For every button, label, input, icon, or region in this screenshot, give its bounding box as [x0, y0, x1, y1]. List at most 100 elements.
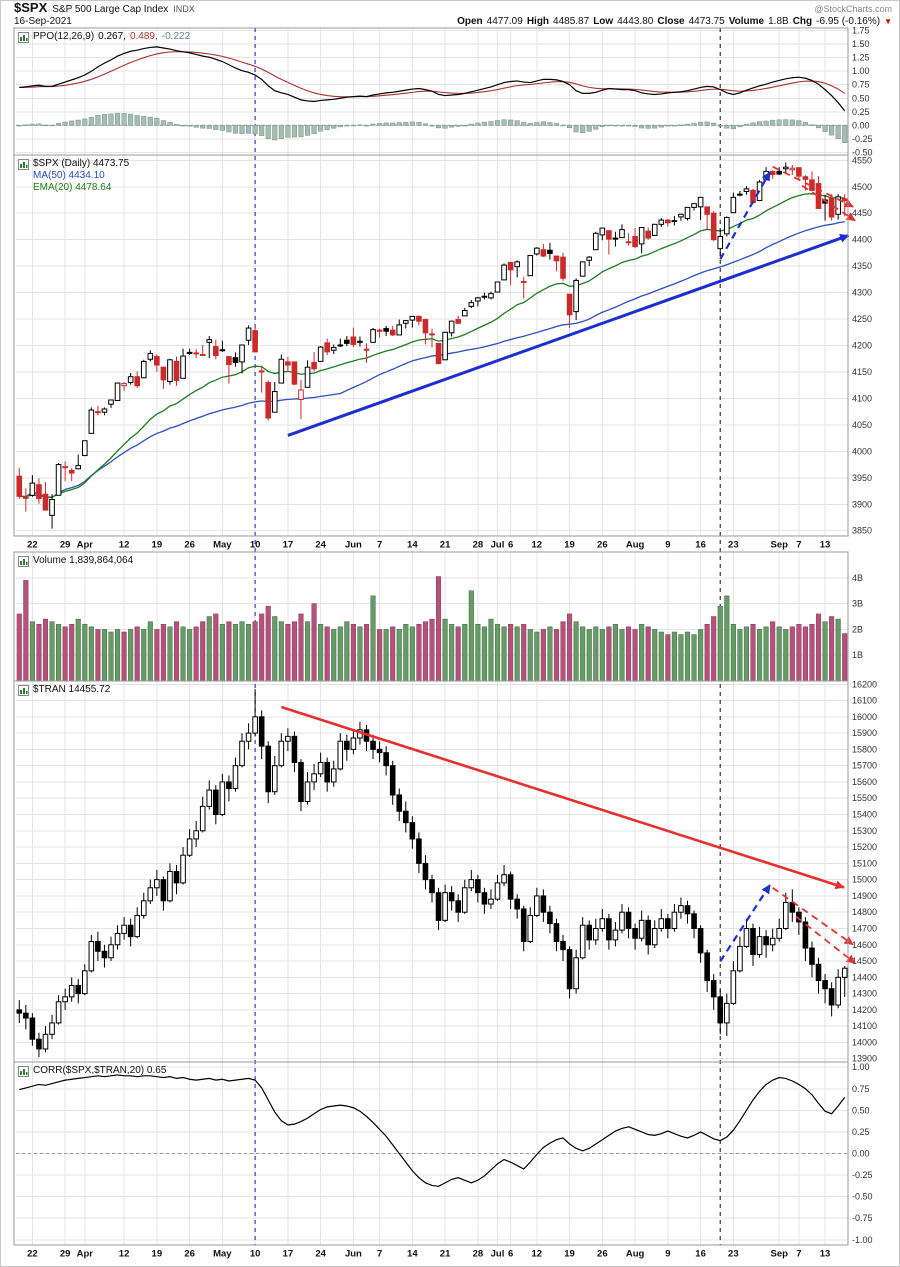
- svg-text:1.50: 1.50: [852, 39, 870, 49]
- svg-text:17: 17: [283, 540, 294, 551]
- svg-text:14700: 14700: [852, 923, 877, 933]
- svg-text:1.75: 1.75: [852, 26, 870, 36]
- exchange-label: INDX: [173, 4, 195, 14]
- svg-text:0.50: 0.50: [852, 1105, 870, 1115]
- svg-text:-0.25: -0.25: [852, 134, 873, 144]
- svg-text:3850: 3850: [852, 526, 872, 536]
- svg-text:-0.50: -0.50: [852, 1192, 873, 1202]
- svg-text:Apr: Apr: [77, 1249, 94, 1260]
- svg-text:14600: 14600: [852, 940, 877, 950]
- svg-text:16200: 16200: [852, 679, 877, 689]
- svg-text:15400: 15400: [852, 810, 877, 820]
- svg-text:12: 12: [532, 540, 543, 551]
- svg-text:4550: 4550: [852, 155, 872, 165]
- close-label: Close: [657, 16, 685, 27]
- svg-text:14: 14: [407, 540, 418, 551]
- svg-text:23: 23: [728, 1249, 739, 1260]
- svg-text:9: 9: [665, 540, 670, 551]
- price-panel-legend: $SPX (Daily) 4473.75 MA(50) 4434.10 EMA(…: [18, 158, 129, 194]
- tran-legend-label: $TRAN 14455.72: [33, 684, 111, 695]
- svg-text:7: 7: [377, 540, 382, 551]
- svg-text:15700: 15700: [852, 761, 877, 771]
- svg-text:3B: 3B: [852, 599, 863, 609]
- svg-text:1.25: 1.25: [852, 53, 870, 63]
- spx-legend-label: $SPX (Daily) 4473.75: [33, 158, 130, 169]
- svg-text:16: 16: [695, 540, 706, 551]
- svg-text:Jun: Jun: [345, 540, 362, 551]
- svg-text:15500: 15500: [852, 793, 877, 803]
- svg-text:0.00: 0.00: [852, 1149, 870, 1159]
- high-value: 4485.87: [553, 16, 590, 27]
- svg-text:14000: 14000: [852, 1037, 877, 1047]
- index-name-label: S&P 500 Large Cap Index: [52, 4, 169, 15]
- svg-text:3900: 3900: [852, 499, 872, 509]
- svg-text:Aug: Aug: [626, 540, 645, 551]
- svg-text:12: 12: [119, 540, 130, 551]
- svg-text:Sep: Sep: [770, 540, 788, 551]
- svg-text:15900: 15900: [852, 728, 877, 738]
- svg-text:4000: 4000: [852, 446, 872, 456]
- symbol-label: $SPX: [14, 0, 48, 15]
- svg-text:0.25: 0.25: [852, 107, 870, 117]
- svg-text:May: May: [213, 540, 232, 551]
- svg-text:29: 29: [60, 1249, 71, 1260]
- svg-text:13: 13: [820, 1249, 831, 1260]
- svg-text:19: 19: [564, 540, 575, 551]
- corr-legend-label: CORR($SPX,$TRAN,20) 0.65: [33, 1065, 167, 1076]
- svg-text:4200: 4200: [852, 341, 872, 351]
- svg-text:16100: 16100: [852, 696, 877, 706]
- svg-text:17: 17: [283, 1249, 294, 1260]
- chg-value: -6.95 (-0.16%): [816, 16, 881, 27]
- svg-text:14900: 14900: [852, 891, 877, 901]
- ppo-value: 0.267,: [98, 31, 126, 42]
- svg-text:6: 6: [508, 540, 513, 551]
- svg-text:28: 28: [473, 540, 484, 551]
- svg-text:2B: 2B: [852, 624, 863, 634]
- chart-date: 16-Sep-2021: [14, 16, 72, 27]
- ema20-legend-label: EMA(20) 4478.64: [33, 182, 112, 193]
- tran-panel-legend: $TRAN 14455.72: [18, 684, 110, 696]
- panel-chart-icon: [18, 1065, 29, 1077]
- svg-text:4100: 4100: [852, 393, 872, 403]
- svg-text:14500: 14500: [852, 956, 877, 966]
- svg-text:4300: 4300: [852, 288, 872, 298]
- svg-text:15000: 15000: [852, 875, 877, 885]
- svg-text:4050: 4050: [852, 420, 872, 430]
- svg-text:4450: 4450: [852, 208, 872, 218]
- svg-text:28: 28: [473, 1249, 484, 1260]
- svg-text:9: 9: [665, 1249, 670, 1260]
- svg-text:1.00: 1.00: [852, 66, 870, 76]
- low-label: Low: [593, 16, 614, 27]
- volume-label: Volume: [728, 16, 765, 27]
- svg-text:21: 21: [440, 540, 451, 551]
- svg-text:0.00: 0.00: [852, 120, 870, 130]
- ma50-legend-label: MA(50) 4434.10: [33, 170, 105, 181]
- ppo-legend-label: PPO(12,26,9): [33, 31, 95, 42]
- svg-text:26: 26: [184, 540, 195, 551]
- svg-text:0.25: 0.25: [852, 1127, 870, 1137]
- close-value: 4473.75: [688, 16, 725, 27]
- stockcharts-watermark: @StockCharts.com: [814, 4, 892, 14]
- header-row-1: $SPX S&P 500 Large Cap Index INDX @Stock…: [14, 0, 892, 16]
- svg-text:24: 24: [315, 540, 326, 551]
- svg-text:23: 23: [728, 540, 739, 551]
- svg-text:12: 12: [119, 1249, 130, 1260]
- open-value: 4477.09: [486, 16, 523, 27]
- header-row-2: 16-Sep-2021 Open 4477.09 High 4485.87 Lo…: [14, 16, 892, 28]
- svg-text:4400: 4400: [852, 235, 872, 245]
- svg-text:16000: 16000: [852, 712, 877, 722]
- panel-chart-icon: [18, 684, 29, 696]
- svg-text:4150: 4150: [852, 367, 872, 377]
- svg-text:26: 26: [597, 540, 608, 551]
- svg-text:0.75: 0.75: [852, 1084, 870, 1094]
- chart-header: $SPX S&P 500 Large Cap Index INDX @Stock…: [0, 0, 900, 28]
- svg-text:21: 21: [440, 1249, 451, 1260]
- svg-text:Jun: Jun: [345, 1249, 362, 1260]
- svg-text:0.50: 0.50: [852, 93, 870, 103]
- svg-text:14: 14: [407, 1249, 418, 1260]
- svg-text:-0.75: -0.75: [852, 1213, 873, 1223]
- svg-text:6: 6: [508, 1249, 513, 1260]
- panel-chart-icon: [18, 158, 29, 170]
- volume-panel-legend: Volume 1,839,864,064: [18, 555, 133, 567]
- svg-text:15800: 15800: [852, 744, 877, 754]
